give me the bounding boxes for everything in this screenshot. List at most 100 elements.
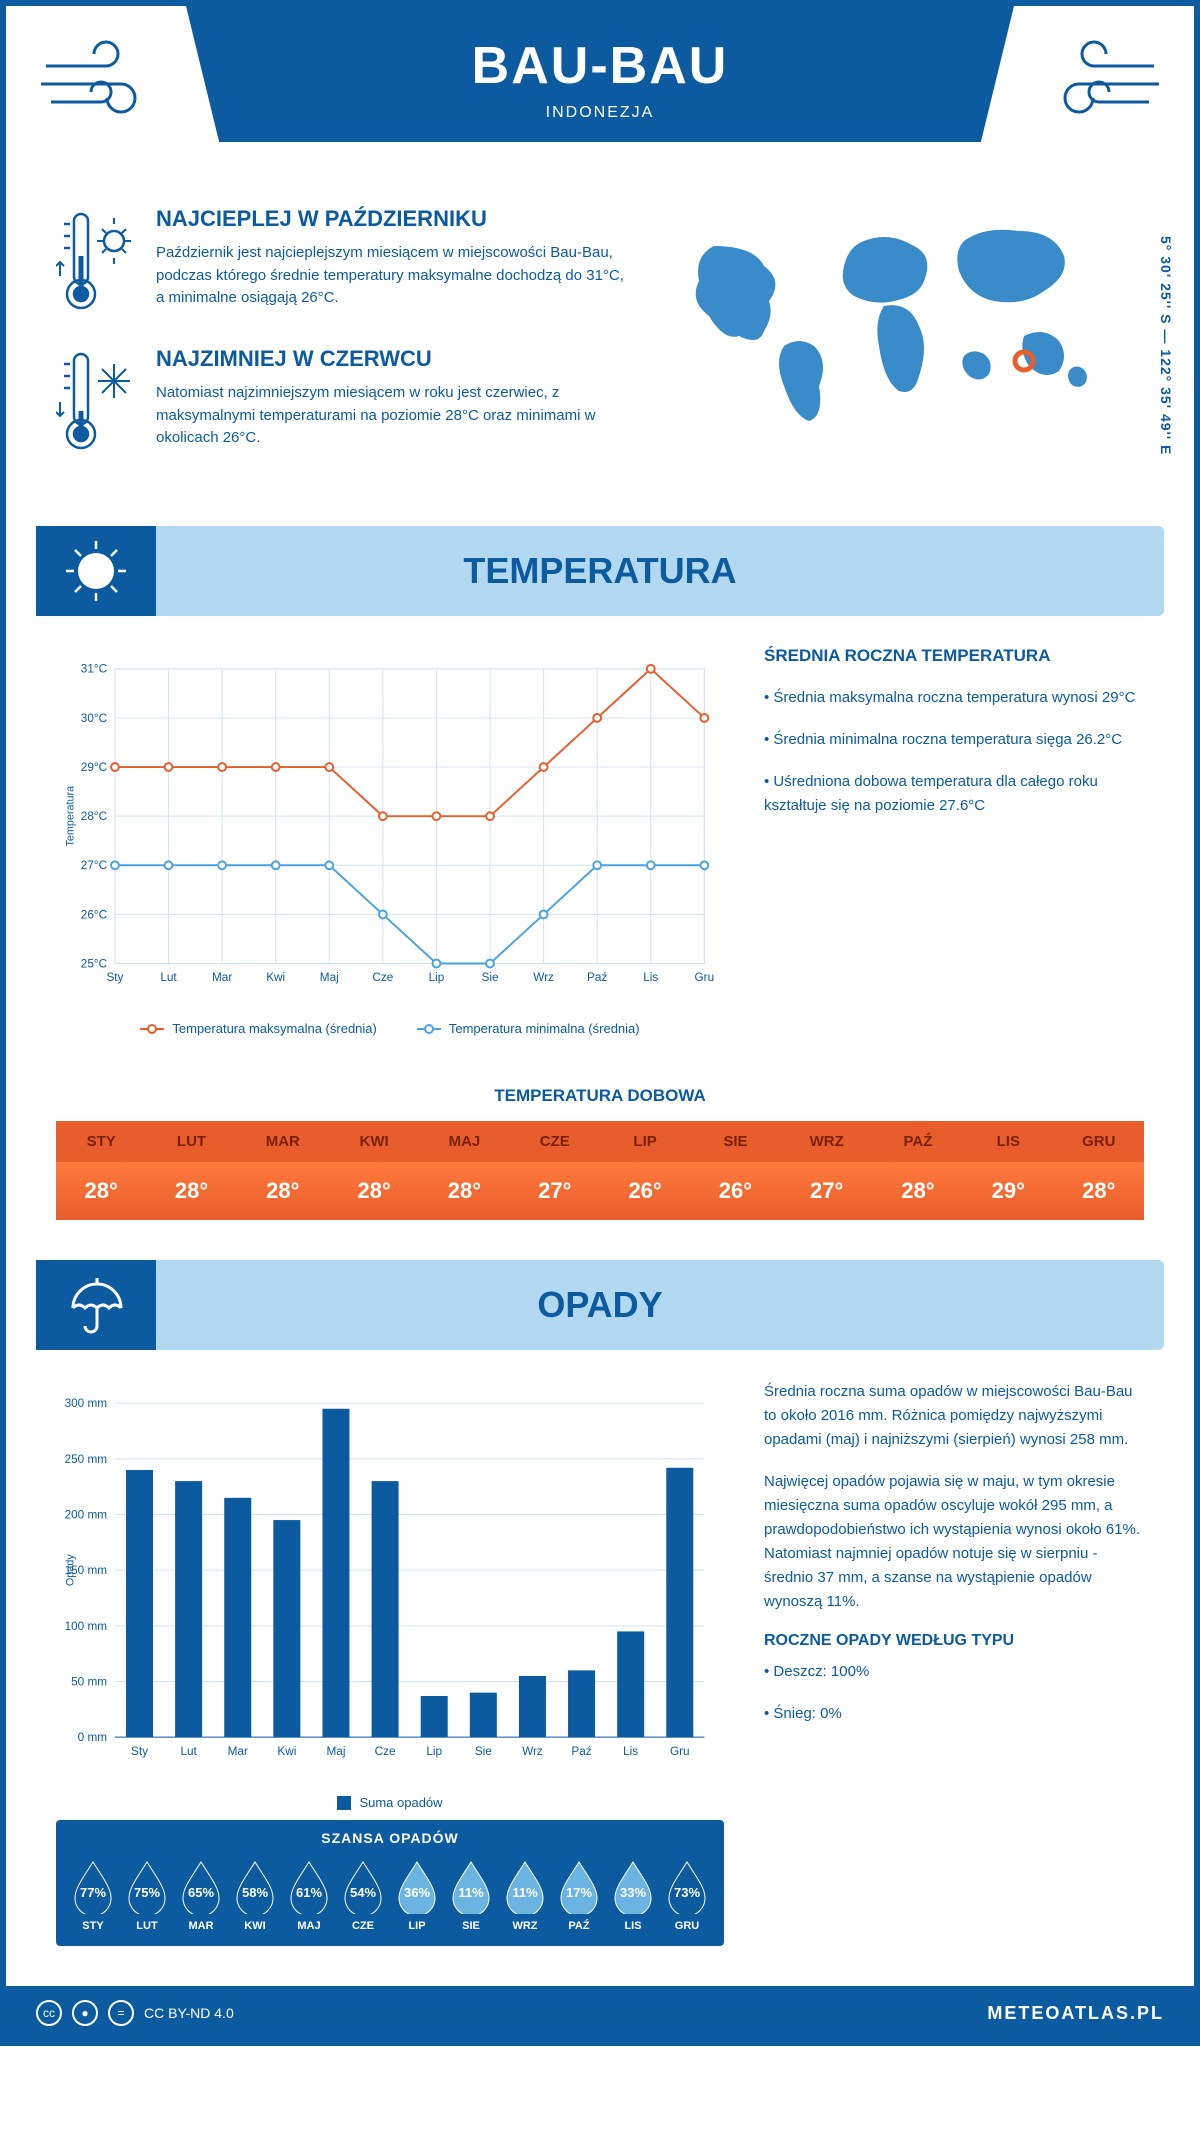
month-header: SIE: [690, 1121, 780, 1162]
chance-drop: 58%KWI: [228, 1860, 282, 1932]
temp-cell: 26°: [690, 1162, 780, 1220]
city-title: BAU-BAU: [186, 36, 1014, 96]
bar-legend: Suma opadów: [56, 1795, 724, 1810]
precipitation-chart: 0 mm50 mm100 mm150 mm200 mm250 mm300 mmS…: [56, 1380, 724, 1966]
cc-icon: cc: [36, 2000, 62, 2026]
coldest-card: NAJZIMNIEJ W CZERWCU Natomiast najzimnie…: [56, 346, 634, 456]
temp-summary-title: ŚREDNIA ROCZNA TEMPERATURA: [764, 646, 1144, 666]
svg-text:Mar: Mar: [212, 971, 232, 984]
month-header: LIP: [600, 1121, 690, 1162]
svg-text:30°C: 30°C: [81, 712, 108, 725]
hottest-card: NAJCIEPLEJ W PAŹDZIERNIKU Październik je…: [56, 206, 634, 316]
temperature-chart: 25°C26°C27°C28°C29°C30°C31°CStyLutMarKwi…: [56, 646, 724, 1036]
month-header: STY: [56, 1121, 146, 1162]
month-header: KWI: [329, 1121, 419, 1162]
svg-text:Sty: Sty: [131, 1745, 148, 1758]
nd-icon: =: [108, 2000, 134, 2026]
month-header: CZE: [510, 1121, 600, 1162]
svg-text:50 mm: 50 mm: [71, 1675, 107, 1688]
temp-cell: 28°: [419, 1162, 509, 1220]
svg-text:Opady: Opady: [65, 1554, 77, 1586]
intro-section: NAJCIEPLEJ W PAŹDZIERNIKU Październik je…: [6, 186, 1194, 516]
chance-box: SZANSA OPADÓW 77%STY75%LUT65%MAR58%KWI61…: [56, 1820, 724, 1946]
chance-drop: 33%LIS: [606, 1860, 660, 1932]
svg-text:Wrz: Wrz: [522, 1745, 543, 1758]
svg-text:Paź: Paź: [587, 971, 607, 984]
temp-cell: 28°: [873, 1162, 963, 1220]
umbrella-icon: [61, 1270, 131, 1340]
chance-drop: 65%MAR: [174, 1860, 228, 1932]
coordinates: 5° 30' 25'' S — 122° 35' 49'' E: [1158, 236, 1174, 455]
footer: cc ● = CC BY-ND 4.0 METEOATLAS.PL: [6, 1986, 1194, 2040]
chance-drop: 54%CZE: [336, 1860, 390, 1932]
site-name: METEOATLAS.PL: [987, 2003, 1164, 2024]
sun-icon: [61, 536, 131, 606]
month-header: WRZ: [781, 1121, 873, 1162]
month-header: LIS: [963, 1121, 1053, 1162]
svg-text:Cze: Cze: [372, 971, 393, 984]
legend-max: Temperatura maksymalna (średnia): [172, 1021, 376, 1036]
temp-cell: 28°: [1053, 1162, 1144, 1220]
month-header: PAŹ: [873, 1121, 963, 1162]
precip-type-title: ROCZNE OPADY WEDŁUG TYPU: [764, 1632, 1144, 1650]
chance-drop: 75%LUT: [120, 1860, 174, 1932]
svg-text:250 mm: 250 mm: [65, 1453, 108, 1466]
svg-text:Lip: Lip: [426, 1745, 442, 1758]
chance-drop: 11%WRZ: [498, 1860, 552, 1932]
svg-text:26°C: 26°C: [81, 908, 108, 921]
thermometer-hot-icon: [56, 206, 136, 316]
svg-text:Gru: Gru: [695, 971, 715, 984]
wind-icon: [1024, 36, 1164, 126]
svg-text:Wrz: Wrz: [533, 971, 554, 984]
svg-text:Sie: Sie: [482, 971, 499, 984]
svg-text:200 mm: 200 mm: [65, 1508, 108, 1521]
header: BAU-BAU INDONEZJA: [6, 6, 1194, 186]
chance-title: SZANSA OPADÓW: [66, 1830, 714, 1846]
svg-text:Kwi: Kwi: [266, 971, 285, 984]
svg-text:0 mm: 0 mm: [78, 1731, 108, 1744]
temp-cell: 29°: [963, 1162, 1053, 1220]
month-header: MAJ: [419, 1121, 509, 1162]
hottest-text: Październik jest najcieplejszym miesiące…: [156, 242, 634, 310]
temperature-title: TEMPERATURA: [156, 550, 1164, 592]
svg-text:Maj: Maj: [326, 1745, 345, 1758]
chart-legend: Temperatura maksymalna (średnia) Tempera…: [56, 1021, 724, 1036]
temperature-header: TEMPERATURA: [36, 526, 1164, 616]
svg-text:Sie: Sie: [475, 1745, 492, 1758]
chance-drop: 11%SIE: [444, 1860, 498, 1932]
svg-text:Mar: Mar: [228, 1745, 248, 1758]
temp-cell: 28°: [329, 1162, 419, 1220]
month-header: GRU: [1053, 1121, 1144, 1162]
svg-text:Lis: Lis: [623, 1745, 638, 1758]
svg-text:Sty: Sty: [106, 971, 123, 984]
svg-text:Temperatura: Temperatura: [65, 786, 77, 847]
world-map-area: 5° 30' 25'' S — 122° 35' 49'' E: [664, 206, 1144, 486]
svg-text:Cze: Cze: [375, 1745, 396, 1758]
precip-text-2: Najwięcej opadów pojawia się w maju, w t…: [764, 1470, 1144, 1614]
temp-cell: 28°: [146, 1162, 236, 1220]
chance-drop: 17%PAŹ: [552, 1860, 606, 1932]
precipitation-header: OPADY: [36, 1260, 1164, 1350]
world-map-icon: [664, 206, 1144, 446]
precip-text-1: Średnia roczna suma opadów w miejscowośc…: [764, 1380, 1144, 1452]
svg-text:Lip: Lip: [429, 971, 445, 984]
temp-cell: 26°: [600, 1162, 690, 1220]
temp-cell: 28°: [237, 1162, 329, 1220]
precip-type-item: • Deszcz: 100%: [764, 1660, 1144, 1684]
country-subtitle: INDONEZJA: [186, 104, 1014, 122]
temp-cell: 28°: [56, 1162, 146, 1220]
svg-text:31°C: 31°C: [81, 663, 108, 676]
coldest-text: Natomiast najzimniejszym miesiącem w rok…: [156, 382, 634, 450]
temp-bullet: • Uśredniona dobowa temperatura dla całe…: [764, 770, 1144, 818]
svg-text:300 mm: 300 mm: [65, 1397, 108, 1410]
svg-text:Maj: Maj: [320, 971, 339, 984]
svg-text:Lut: Lut: [160, 971, 177, 984]
month-header: MAR: [237, 1121, 329, 1162]
precip-type-item: • Śnieg: 0%: [764, 1702, 1144, 1726]
svg-text:25°C: 25°C: [81, 957, 108, 970]
svg-text:Kwi: Kwi: [277, 1745, 296, 1758]
svg-text:28°C: 28°C: [81, 810, 108, 823]
temp-cell: 27°: [781, 1162, 873, 1220]
page: BAU-BAU INDONEZJA NAJCIEPLEJ W PAŹDZIERN…: [0, 0, 1200, 2046]
license-text: CC BY-ND 4.0: [144, 2005, 234, 2021]
